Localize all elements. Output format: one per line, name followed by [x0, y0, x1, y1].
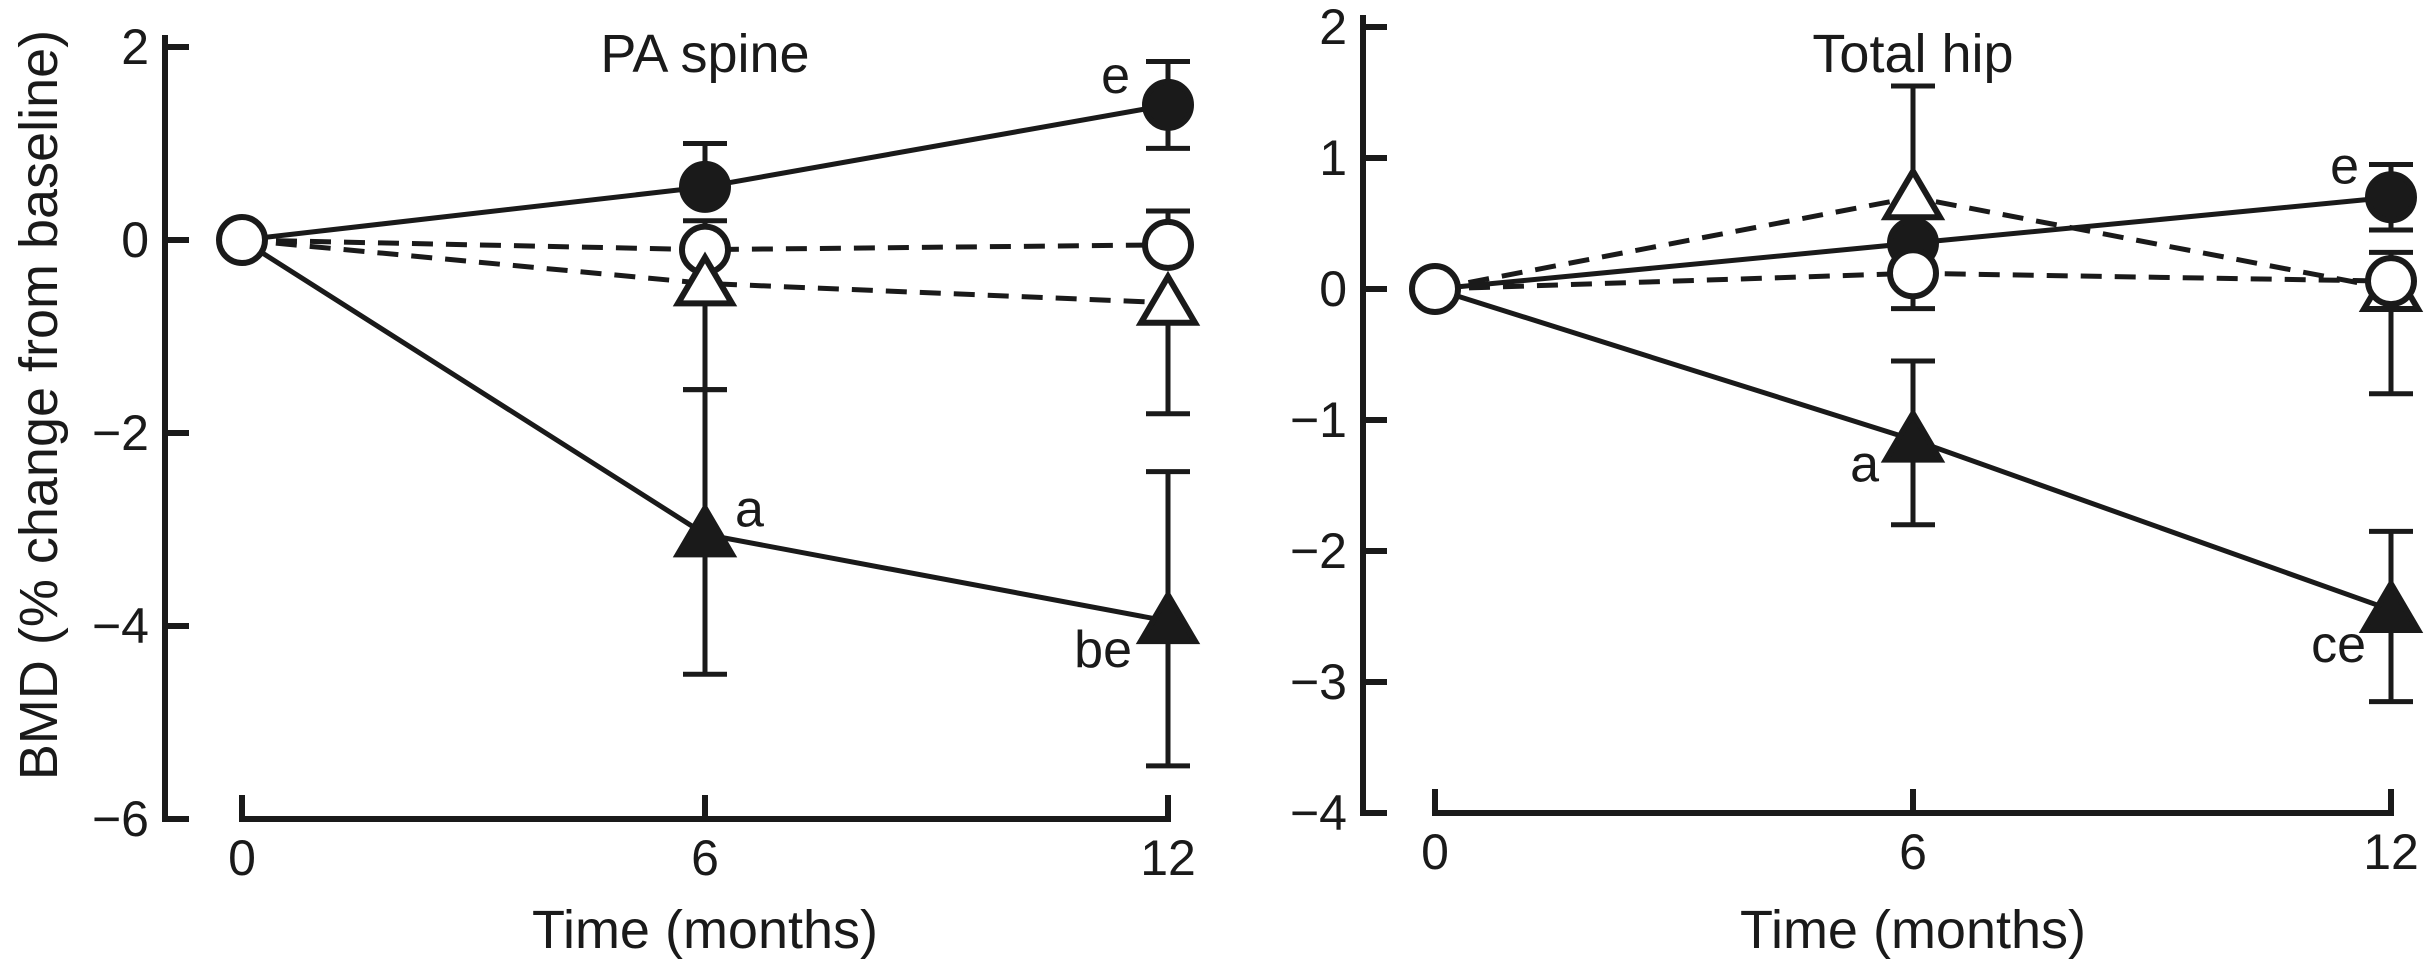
y-tick-label: −1	[1290, 392, 1347, 448]
series-filled-triangle-solid-markers	[672, 502, 1201, 645]
circle-open-marker	[1887, 247, 1939, 300]
y-tick-label: −4	[92, 598, 149, 654]
y-tick-label: 0	[121, 212, 149, 268]
series-filled-circle-solid-markers	[679, 78, 1194, 213]
y-tick-label: −4	[1290, 785, 1347, 841]
circle-filled-marker	[679, 160, 731, 213]
series-open-triangle-dashed-markers	[672, 251, 1201, 326]
series-line-open-circle-dashed	[241, 237, 1169, 253]
series-filled-circle-solid-lines	[241, 58, 1190, 243]
y-tick-label: −3	[1290, 654, 1347, 710]
triangle-filled-marker	[672, 502, 738, 558]
annotation-e: e	[2330, 137, 2359, 195]
circle-open-marker	[216, 214, 268, 266]
y-tick-label: −2	[92, 405, 149, 461]
triangle-open-marker	[1135, 270, 1201, 326]
triangle-filled-marker	[2358, 578, 2424, 633]
triangle-filled-marker	[1135, 589, 1201, 645]
circle-filled-marker	[2365, 171, 2417, 224]
triangle-open-marker	[672, 251, 738, 307]
circle-filled-marker	[1142, 78, 1194, 131]
x-tick-label: 6	[1899, 824, 1927, 880]
y-tick-label: −2	[1290, 523, 1347, 579]
panel-pa-spine: 2 0 −2 −4 −6 0 6 12 PA spine Time (months) BMD (% …	[9, 19, 1201, 960]
x-tick-label: 0	[228, 830, 256, 886]
x-axis-label: Time (months)	[1740, 900, 2086, 960]
series-open-circle-dashed-markers	[1409, 247, 2417, 315]
annotation-a: a	[735, 480, 764, 538]
circle-open-marker	[1142, 218, 1194, 271]
annotation-a: a	[1850, 436, 1879, 494]
annotation-be: be	[1074, 621, 1132, 679]
panel-title: PA spine	[600, 24, 809, 84]
x-tick-label: 12	[1140, 830, 1196, 886]
triangle-filled-marker	[1880, 407, 1946, 463]
x-axis-label: Time (months)	[532, 900, 878, 960]
triangle-open-marker	[1880, 165, 1946, 221]
circle-open-marker	[2365, 255, 2417, 308]
series-open-circle-dashed-markers	[216, 214, 1194, 276]
annotation-e: e	[1101, 47, 1130, 105]
x-tick-label: 6	[691, 830, 719, 886]
y-tick-label: 0	[1319, 261, 1347, 317]
x-tick-label: 12	[2363, 824, 2419, 880]
annotation-ce: ce	[2311, 616, 2366, 674]
y-tick-label: 2	[1319, 0, 1347, 55]
series-filled-triangle-solid-markers	[1880, 407, 2424, 633]
y-tick-label: 1	[1319, 130, 1347, 186]
series-line-open-triangle-dashed	[241, 237, 1169, 306]
panel-total-hip: 2 1 0 −1 −2 −3 −4 0 6 12 Total hip Time (months) a e c…	[1290, 0, 2424, 960]
panel-title: Total hip	[1812, 24, 2013, 84]
circle-open-marker	[1409, 263, 1461, 315]
y-tick-label: 2	[121, 19, 149, 75]
series-filled-triangle-solid-lines	[1434, 286, 2413, 705]
y-tick-label: −6	[92, 791, 149, 847]
y-axis-label: BMD (% change from baseline)	[9, 30, 69, 780]
x-tick-label: 0	[1421, 824, 1449, 880]
series-filled-triangle-solid-lines	[240, 237, 1190, 769]
